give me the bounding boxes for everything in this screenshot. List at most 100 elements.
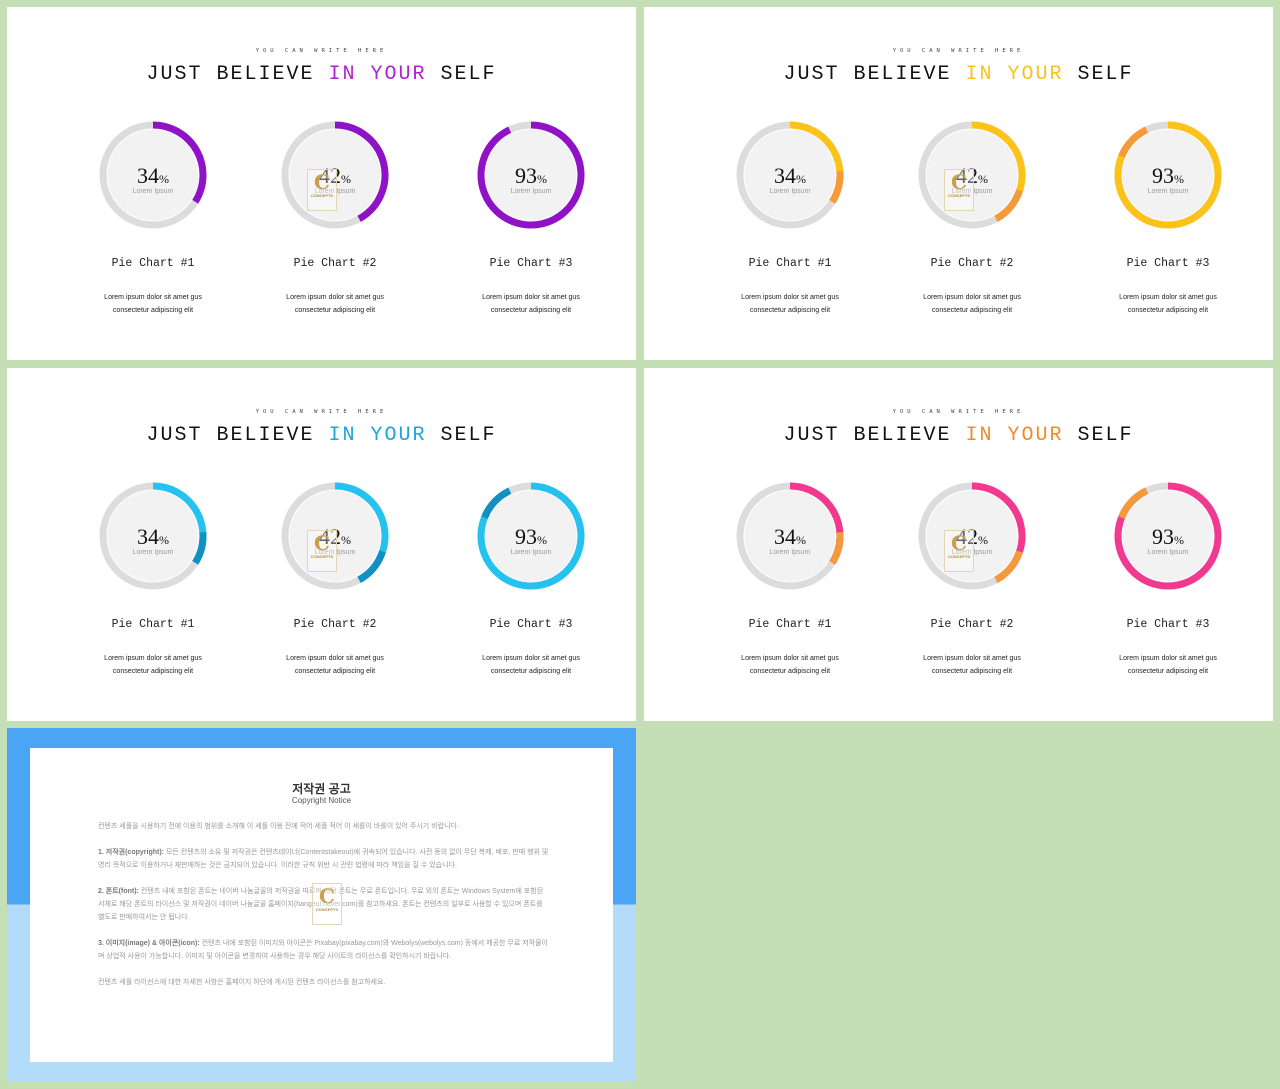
slide-title-accent: IN YOUR: [965, 424, 1064, 447]
copyright-section-3-heading: 3. 이미지(image) & 아이콘(icon):: [98, 940, 200, 947]
donut-chart: [99, 482, 207, 590]
chart-name: Pie Chart #2: [293, 257, 377, 270]
chart-percent: 34%: [88, 524, 218, 550]
donut-chart: [281, 482, 389, 590]
chart-name: Pie Chart #3: [489, 618, 573, 631]
slide-title-plain: JUST BELIEVE: [783, 63, 966, 86]
chart-caption: Lorem Ipsum: [1147, 549, 1189, 556]
chart-name: Pie Chart #3: [1126, 618, 1210, 631]
chart-name: Pie Chart #1: [111, 618, 195, 631]
chart-caption: Lorem Ipsum: [951, 549, 993, 556]
donut-chart: [1114, 121, 1222, 229]
donut-chart: [918, 121, 1026, 229]
pie-chart-3: 93% Lorem Ipsum Pie Chart #3 Lorem ipsum do…: [1103, 481, 1233, 711]
slide-title: JUST BELIEVE IN YOUR SELF: [644, 63, 1273, 86]
slide-kicker: YOU CAN WRITE HERE: [255, 48, 388, 54]
chart-percent-unit: %: [341, 533, 351, 547]
chart-caption: Lorem Ipsum: [314, 188, 356, 195]
watermark-letter: C: [951, 531, 967, 555]
donut-chart: [736, 482, 844, 590]
chart-percent-value: 93: [515, 163, 537, 188]
pie-chart-2: 42% Lorem Ipsum Pie Chart #2 Lorem ipsum do…: [907, 481, 1037, 711]
chart-percent-unit: %: [159, 533, 169, 547]
chart-description: Lorem ipsum dolor sit amet gus consectet…: [1119, 655, 1217, 675]
slide-title-plain: JUST BELIEVE: [146, 424, 329, 447]
chart-name: Pie Chart #3: [489, 257, 573, 270]
donut-accent-arc: [192, 531, 207, 565]
chart-description: Lorem ipsum dolor sit amet gus consectet…: [286, 294, 384, 314]
donut-center: [289, 490, 381, 582]
pie-chart-3: 93% Lorem Ipsum Pie Chart #3 Lorem ipsum do…: [1103, 120, 1233, 350]
copyright-card: 저작권 공고 Copyright Notice 컨텐츠 세플을 시용하기 전에 …: [30, 748, 613, 1062]
chart-percent-unit: %: [796, 533, 806, 547]
donut-center: [1122, 129, 1214, 221]
chart-caption: Lorem Ipsum: [769, 188, 811, 195]
chart-slide-3: YOU CAN WRITE HERE JUST BELIEVE IN YOUR S…: [7, 368, 636, 721]
chart-slide-1: YOU CAN WRITE HERE JUST BELIEVE IN YOUR S…: [7, 7, 636, 360]
donut-accent-arc: [357, 550, 386, 583]
copyright-section-1-text: 모든 컨텐츠의 소유 및 저작권은 컨텐츠테이너(Contentstakeout…: [98, 849, 549, 869]
copyright-slide: 저작권 공고 Copyright Notice 컨텐츠 세플을 시용하기 전에 …: [7, 728, 636, 1081]
pie-chart-3: 93% Lorem Ipsum Pie Chart #3 Lorem ipsum do…: [466, 120, 596, 350]
chart-caption: Lorem Ipsum: [510, 549, 552, 556]
donut-center: [289, 129, 381, 221]
chart-description: Lorem ipsum dolor sit amet gus consectet…: [1119, 294, 1217, 314]
slide-title-plain: JUST BELIEVE: [146, 63, 329, 86]
slide-title-end: SELF: [426, 63, 497, 86]
chart-description: Lorem ipsum dolor sit amet gus consectet…: [482, 655, 580, 675]
chart-name: Pie Chart #2: [930, 257, 1014, 270]
donut-center: [744, 129, 836, 221]
chart-percent-value: 93: [515, 524, 537, 549]
donut-value-arc: [477, 121, 585, 229]
donut-center: [1122, 490, 1214, 582]
slide-kicker: YOU CAN WRITE HERE: [892, 409, 1025, 415]
donut-accent-arc: [829, 170, 844, 204]
chart-percent-unit: %: [537, 533, 547, 547]
watermark-letter: C: [319, 884, 335, 908]
donut-center: [485, 490, 577, 582]
donut-accent-arc: [1118, 487, 1149, 520]
chart-percent: 34%: [88, 163, 218, 189]
copyright-subtitle: Copyright Notice: [291, 796, 352, 805]
chart-percent-value: 34: [774, 163, 796, 188]
chart-percent-unit: %: [1174, 172, 1184, 186]
chart-percent-value: 93: [1152, 524, 1174, 549]
chart-slide-2: YOU CAN WRITE HERE JUST BELIEVE IN YOUR S…: [644, 7, 1273, 360]
donut-chart: [918, 482, 1026, 590]
pie-chart-2: 42% Lorem Ipsum Pie Chart #2 Lorem ipsum do…: [907, 120, 1037, 350]
chart-percent-value: 93: [1152, 163, 1174, 188]
watermark-logo: C CONCEPTS: [944, 530, 974, 572]
chart-caption: Lorem Ipsum: [314, 549, 356, 556]
chart-caption: Lorem Ipsum: [1147, 188, 1189, 195]
donut-value-arc: [334, 121, 389, 222]
pie-chart-2: 42% Lorem Ipsum Pie Chart #2 Lorem ipsum do…: [270, 481, 400, 711]
slide-kicker: YOU CAN WRITE HERE: [892, 48, 1025, 54]
copyright-section-3: 3. 이미지(image) & 아이콘(icon): 컨텐츠 내에 포함된 이미…: [98, 937, 550, 963]
slide-title-end: SELF: [426, 424, 497, 447]
watermark-letter: C: [951, 170, 967, 194]
chart-percent-unit: %: [341, 172, 351, 186]
donut-accent-arc: [481, 487, 512, 520]
watermark-letter: C: [314, 170, 330, 194]
donut-chart: [477, 121, 585, 229]
chart-description: Lorem ipsum dolor sit amet gus consectet…: [104, 294, 202, 314]
watermark-logo: C CONCEPTS: [307, 169, 337, 211]
slide-title-end: SELF: [1063, 424, 1134, 447]
watermark-letter: C: [314, 531, 330, 555]
slide-title-accent: IN YOUR: [965, 63, 1064, 86]
chart-name: Pie Chart #3: [1126, 257, 1210, 270]
chart-percent-value: 34: [137, 163, 159, 188]
donut-accent-arc: [1118, 126, 1149, 159]
watermark-logo: C CONCEPTS: [307, 530, 337, 572]
chart-percent: 93%: [466, 163, 596, 189]
pie-chart-1: 34% Lorem Ipsum Pie Chart #1 Lorem ipsum do…: [88, 481, 218, 711]
chart-percent-unit: %: [978, 533, 988, 547]
donut-chart: [1114, 482, 1222, 590]
pie-chart-1: 34% Lorem Ipsum Pie Chart #1 Lorem ipsum do…: [725, 481, 855, 711]
watermark-logo: C CONCEPTS: [944, 169, 974, 211]
chart-caption: Lorem Ipsum: [951, 188, 993, 195]
chart-percent: 93%: [1103, 524, 1233, 550]
donut-chart: [477, 482, 585, 590]
chart-name: Pie Chart #2: [293, 618, 377, 631]
donut-center: [107, 129, 199, 221]
